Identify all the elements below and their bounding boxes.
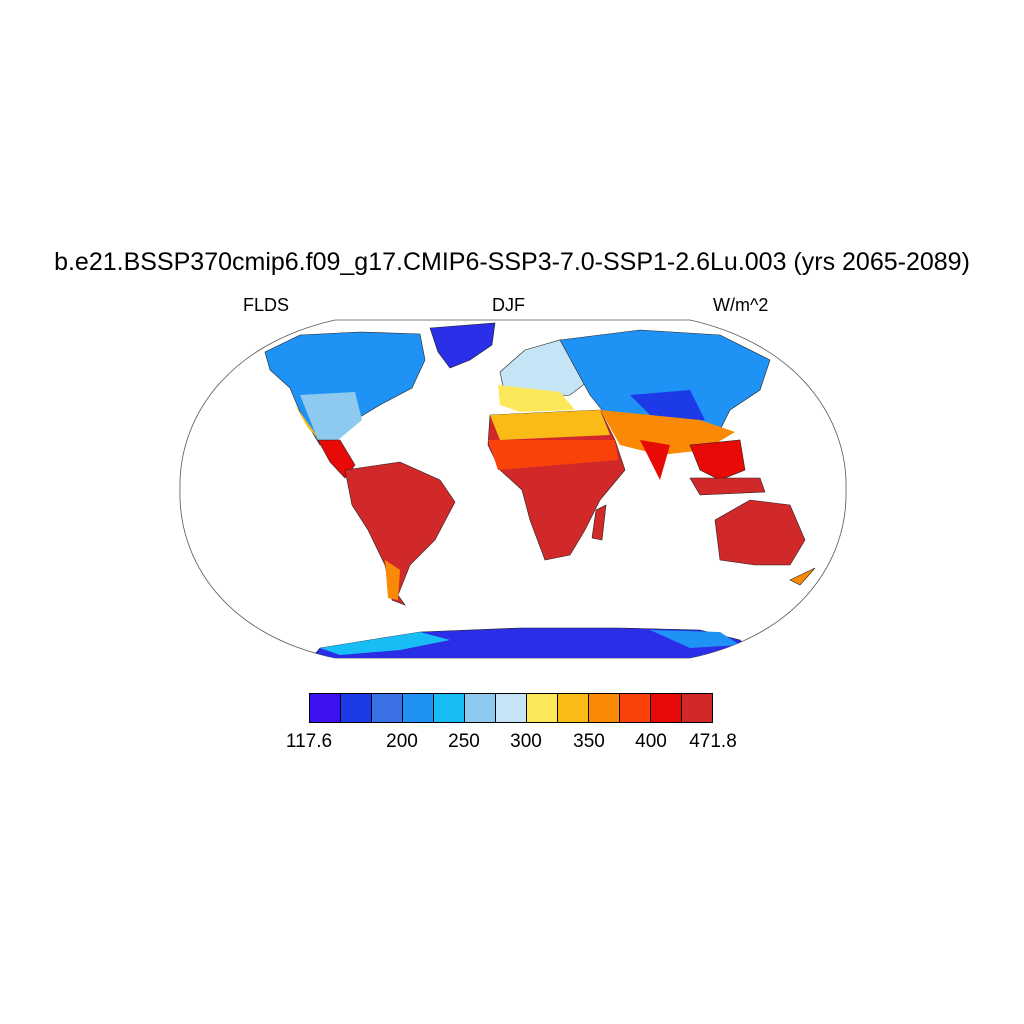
australia — [714, 499, 806, 566]
colorbar-tick: 400 — [635, 731, 667, 752]
colorbar-swatch — [465, 694, 496, 722]
north-america — [264, 331, 426, 446]
colorbar-tick: 200 — [386, 731, 418, 752]
colorbar-swatch — [434, 694, 465, 722]
colorbar-swatch — [620, 694, 651, 722]
colorbar-swatch — [372, 694, 403, 722]
variable-label: FLDS — [243, 295, 290, 315]
units-label: W/m^2 — [713, 295, 769, 315]
colorbar-swatch — [682, 694, 712, 722]
season-label: DJF — [492, 295, 525, 315]
colorbar-swatch — [651, 694, 682, 722]
greenland — [429, 322, 496, 369]
colorbar-swatch — [558, 694, 589, 722]
colorbar — [309, 693, 713, 723]
colorbar-tick: 300 — [510, 731, 542, 752]
southeast-asia — [689, 439, 746, 481]
chart-title: b.e21.BSSP370cmip6.f09_g17.CMIP6-SSP3-7.… — [54, 248, 970, 276]
colorbar-swatch — [527, 694, 558, 722]
colorbar-swatch — [341, 694, 372, 722]
colorbar-swatch — [589, 694, 620, 722]
colorbar-tick: 117.6 — [285, 731, 333, 752]
colorbar-swatch — [403, 694, 434, 722]
madagascar — [591, 504, 607, 541]
colorbar-tick: 250 — [448, 731, 480, 752]
colorbar-tick: 471.8 — [689, 731, 737, 752]
colorbar-swatch — [496, 694, 527, 722]
colorbar-tick: 350 — [573, 731, 605, 752]
colorbar-swatch — [310, 694, 341, 722]
